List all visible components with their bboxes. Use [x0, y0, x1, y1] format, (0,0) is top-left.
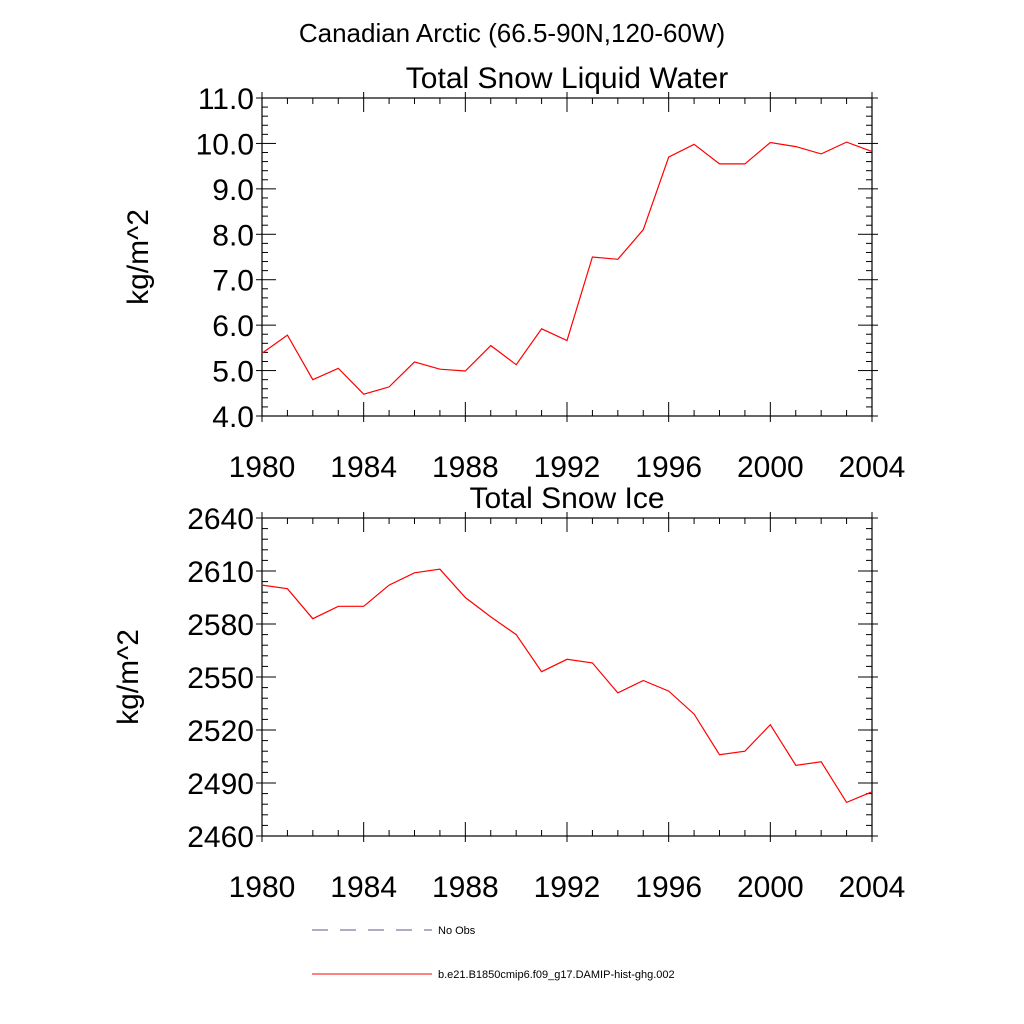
y-tick-label: 2610	[187, 556, 254, 589]
legend: No Obs b.e21.B1850cmip6.f09_g17.DAMIP-hi…	[312, 925, 675, 981]
y-tick-label: 2640	[187, 503, 254, 536]
y-tick-label: 8.0	[212, 219, 254, 252]
x-tick-label: 1984	[330, 871, 397, 904]
y-axis-label: kg/m^2	[122, 209, 155, 305]
y-tick-label: 2550	[187, 662, 254, 695]
y-tick-label: 9.0	[212, 174, 254, 207]
x-tick-label: 1980	[229, 451, 296, 484]
panel-title: Total Snow Liquid Water	[406, 62, 728, 95]
plot-frame	[261, 97, 873, 417]
figure-title: Canadian Arctic (66.5-90N,120-60W)	[299, 18, 725, 48]
panel-snow-ice: Total Snow Ice kg/m^2 1980 1984 1988 1992 19…	[112, 482, 905, 904]
x-tick-label: 2004	[839, 871, 906, 904]
x-tick-label: 1988	[432, 871, 499, 904]
axis-ticks: 1980 1984 1988 1992 1996 2000 2004 4.0 5.0 6.0 7.0…	[196, 83, 906, 484]
y-tick-label: 10.0	[196, 128, 254, 161]
y-tick-label: 2490	[187, 768, 254, 801]
y-tick-label: 7.0	[212, 265, 254, 298]
y-tick-label: 2460	[187, 821, 254, 854]
y-tick-label: 11.0	[198, 83, 254, 116]
series-line	[261, 141, 873, 395]
x-tick-label: 1980	[229, 871, 296, 904]
x-tick-label: 1992	[534, 871, 601, 904]
plot-frame	[261, 517, 873, 837]
axis-ticks: 1980 1984 1988 1992 1996 2000 2004 2460 2490 2520…	[187, 503, 905, 904]
x-tick-label: 1984	[330, 451, 397, 484]
y-tick-label: 2520	[187, 715, 254, 748]
panel-snow-liquid-water: Total Snow Liquid Water kg/m^2 1980 1984 1…	[122, 62, 905, 484]
y-tick-label: 4.0	[212, 401, 254, 434]
x-tick-label: 1996	[635, 451, 702, 484]
series-lines	[261, 568, 873, 804]
series-lines	[261, 141, 873, 395]
y-axis-label: kg/m^2	[112, 629, 145, 725]
series-line	[261, 568, 873, 804]
y-tick-label: 6.0	[212, 310, 254, 343]
x-tick-label: 2000	[737, 871, 804, 904]
legend-label-model-run: b.e21.B1850cmip6.f09_g17.DAMIP-hist-ghg.…	[438, 969, 675, 981]
y-tick-label: 2580	[187, 609, 254, 642]
legend-label-no-obs: No Obs	[438, 925, 476, 937]
x-tick-label: 1996	[635, 871, 702, 904]
panel-title: Total Snow Ice	[469, 482, 664, 515]
x-tick-label: 1992	[534, 451, 601, 484]
x-tick-label: 2000	[737, 451, 804, 484]
x-tick-label: 1988	[432, 451, 499, 484]
y-tick-label: 5.0	[212, 356, 254, 389]
x-tick-label: 2004	[839, 451, 906, 484]
